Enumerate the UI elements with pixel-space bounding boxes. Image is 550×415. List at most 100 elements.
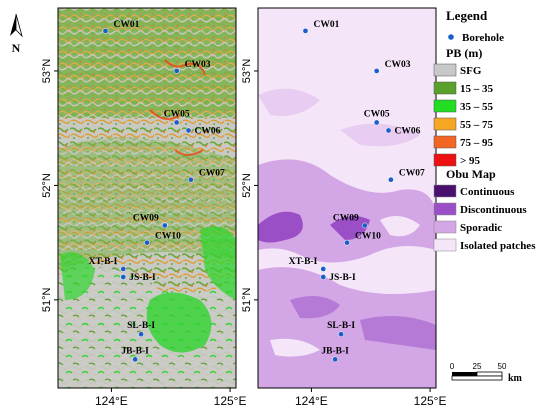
obu-lat-tick-label: 53°N	[241, 59, 253, 84]
pb-borehole-marker	[132, 356, 138, 363]
obu-lon-tick-label: 125°E	[414, 394, 447, 408]
pb-borehole-label: SL-B-I	[127, 321, 155, 331]
obu-borehole-label: CW05	[364, 109, 390, 119]
pb-borehole-marker	[185, 127, 192, 134]
legend: Legend Borehole PB (m) SFG 15 – 35 35 – 55…	[433, 8, 536, 252]
pb-borehole-marker	[173, 68, 180, 74]
obu-borehole-marker	[302, 28, 309, 34]
legend-pb-title: PB (m)	[446, 46, 482, 60]
north-arrow-right-half	[15, 13, 23, 38]
obu-borehole-label: CW10	[355, 232, 381, 242]
obu-lat-tick-label: 52°N	[241, 173, 253, 198]
pb-borehole-marker	[138, 331, 144, 338]
pb-map-green-patch	[146, 292, 212, 353]
pb-lat-tick-label: 53°N	[41, 59, 53, 84]
pb-borehole-label: CW09	[133, 213, 159, 223]
pb-map-frame	[57, 7, 237, 389]
legend-obu-classes: Continuous Discontinuous Sporadic Isolated …	[433, 184, 536, 252]
legend-obu-swatch	[433, 238, 457, 252]
pb-map-panel	[58, 8, 236, 388]
pb-map-north-band	[58, 8, 236, 118]
north-arrow: N	[10, 13, 23, 55]
legend-borehole-icon	[448, 34, 454, 40]
obu-borehole-marker	[361, 222, 368, 229]
pb-borehole-marker	[188, 176, 194, 183]
obu-isolated-south-patch	[270, 338, 320, 357]
obu-sporadic-central	[258, 159, 436, 263]
obu-borehole-label: CW09	[333, 213, 359, 223]
legend-pb-label: 15 – 35	[460, 83, 494, 95]
pb-lon-tick-label: 124°E	[95, 394, 128, 408]
obu-map-panel	[258, 8, 436, 388]
pb-borehole-label: CW01	[113, 20, 139, 30]
pb-borehole-label: CW10	[155, 232, 181, 242]
obu-lon-tick-label: 124°E	[295, 394, 328, 408]
pb-borehole-label: XT-B-I	[89, 257, 118, 267]
obu-borehole-label: XT-B-I	[289, 257, 318, 267]
legend-obu-label: Continuous	[460, 186, 515, 198]
obu-borehole-label: JS-B-I	[329, 273, 356, 283]
obu-lat-tick-label: 51°N	[241, 288, 253, 313]
obu-borehole-marker	[385, 127, 392, 134]
legend-pb-swatch	[433, 135, 457, 149]
pb-map-central-band	[58, 137, 236, 270]
legend-obu-swatch	[433, 220, 457, 234]
obu-borehole-label: CW07	[399, 169, 425, 179]
obu-isolated-east-patch	[380, 216, 420, 237]
obu-borehole-marker	[373, 68, 380, 74]
obu-borehole-label: CW06	[395, 126, 421, 136]
pb-borehole-marker	[120, 274, 127, 280]
legend-pb-swatch	[433, 117, 457, 131]
pb-lat-tick-label: 51°N	[41, 288, 53, 313]
pb-map-red-streaks	[149, 59, 206, 156]
pb-lat-tick-label: 52°N	[41, 173, 53, 198]
legend-pb-label: 55 – 75	[460, 119, 494, 131]
legend-pb-swatch	[433, 81, 457, 95]
obu-borehole-label: JB-B-I	[321, 346, 349, 356]
obu-discontinuous-center	[330, 216, 370, 240]
scale-bar: 0 25 50 km	[450, 362, 523, 384]
legend-borehole-label: Borehole	[462, 32, 504, 44]
pb-lon-tick-label: 125°E	[214, 394, 247, 408]
scale-bar-tick-25: 25	[473, 362, 482, 371]
scale-bar-segment-1	[452, 372, 477, 376]
axes: 53°N 52°N 51°N 124°E 125°E 53°N 52°N 51°N 124°E 1…	[41, 59, 446, 408]
pb-borehole-marker	[144, 239, 150, 246]
legend-pb-label: SFG	[460, 65, 482, 77]
pb-borehole-marker	[173, 119, 180, 126]
legend-obu-label: Discontinuous	[460, 204, 527, 216]
legend-obu-label: Isolated patches	[460, 240, 536, 252]
legend-title: Legend	[446, 8, 488, 23]
obu-borehole-label: CW03	[385, 60, 411, 70]
legend-pb-label: > 95	[460, 155, 481, 167]
scale-bar-segment-2	[476, 371, 503, 377]
legend-pb-swatch	[433, 63, 457, 77]
boreholes: CW01 CW03 CW05 CW06 CW07 CW09 CW10 XT-B-I JS-B-I…	[89, 20, 425, 363]
pb-borehole-marker	[102, 28, 109, 34]
pb-map-green-patch-west	[60, 252, 95, 300]
pb-borehole-label: CW05	[164, 109, 190, 119]
pb-borehole-label: CW06	[195, 126, 221, 136]
legend-pb-label: 35 – 55	[460, 101, 494, 113]
obu-discontinuous-west	[258, 211, 303, 243]
obu-borehole-marker	[344, 239, 350, 246]
legend-obu-swatch	[433, 184, 457, 198]
obu-borehole-marker	[320, 274, 327, 280]
pb-borehole-marker	[120, 266, 127, 272]
scale-bar-unit: km	[508, 373, 523, 384]
obu-sporadic-north-patches	[258, 88, 420, 147]
obu-borehole-marker	[373, 119, 380, 126]
obu-borehole-marker	[388, 176, 394, 183]
pb-borehole-label: JB-B-I	[121, 346, 149, 356]
legend-obu-label: Sporadic	[460, 222, 502, 234]
legend-pb-swatch	[433, 153, 457, 167]
legend-obu-title: Obu Map	[446, 167, 496, 181]
obu-borehole-marker	[338, 331, 344, 338]
obu-map-frame	[257, 7, 437, 389]
legend-obu-swatch	[433, 202, 457, 216]
legend-pb-classes: SFG 15 – 35 35 – 55 55 – 75 75 – 95 > 95	[433, 63, 494, 167]
north-arrow-left-half	[10, 14, 16, 36]
scale-bar-base	[451, 375, 503, 381]
pb-borehole-label: CW07	[199, 169, 225, 179]
obu-borehole-label: SL-B-I	[327, 321, 355, 331]
